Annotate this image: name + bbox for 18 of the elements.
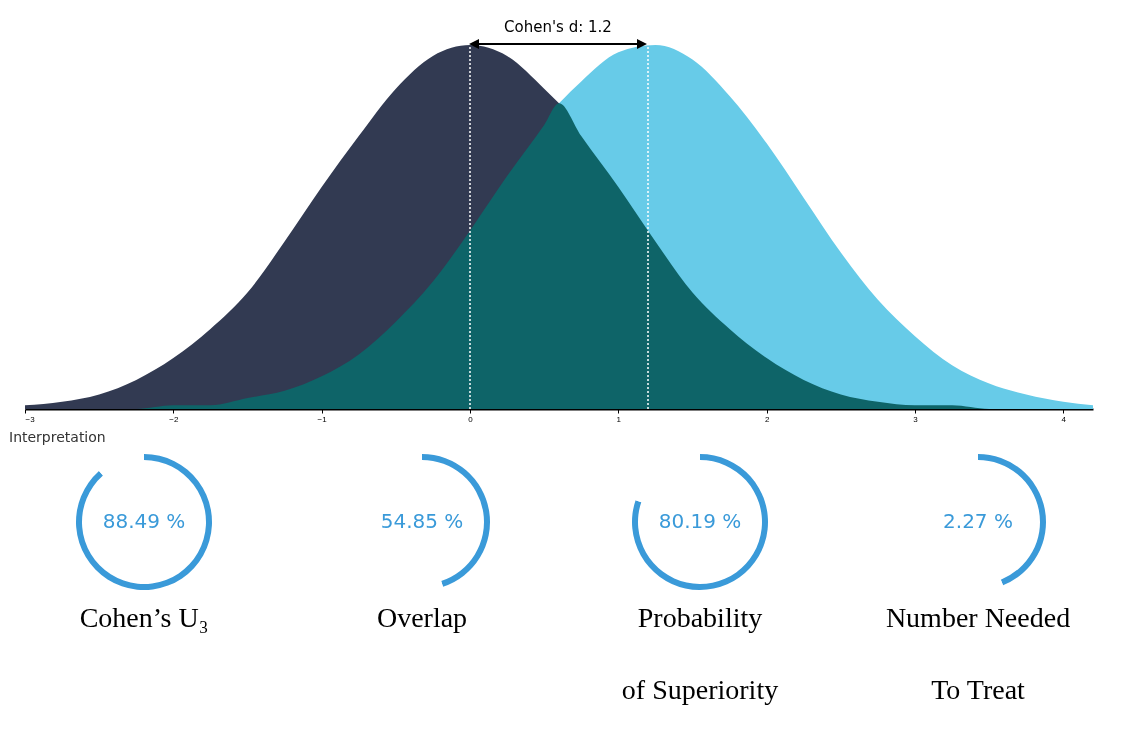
text: 2.27 % <box>943 509 1013 533</box>
x-tick-label: −2 <box>169 414 179 424</box>
text: Overlap <box>376 602 468 633</box>
text: Interpretation <box>9 429 107 447</box>
x-tick-label: 1 <box>616 414 622 424</box>
x-tick-label: 0 <box>468 414 474 424</box>
x-tick-label: −3 <box>25 414 36 424</box>
x-tick-label: −1 <box>317 414 328 424</box>
chart-title: Number Needed To Treat <box>885 602 1071 705</box>
text: Cohen’s U₃ <box>79 602 209 633</box>
text: 54.85 % <box>380 509 464 533</box>
text: 80.19 % <box>658 509 742 533</box>
x-tick-label: 3 <box>913 414 919 424</box>
text: 88.49 % <box>102 509 186 533</box>
text: Cohen's d: 1.2 <box>504 18 612 36</box>
x-tick-label: 2 <box>764 414 770 424</box>
x-tick-label: 4 <box>1061 414 1067 424</box>
chart-title: Probability of Superiority <box>621 602 779 705</box>
